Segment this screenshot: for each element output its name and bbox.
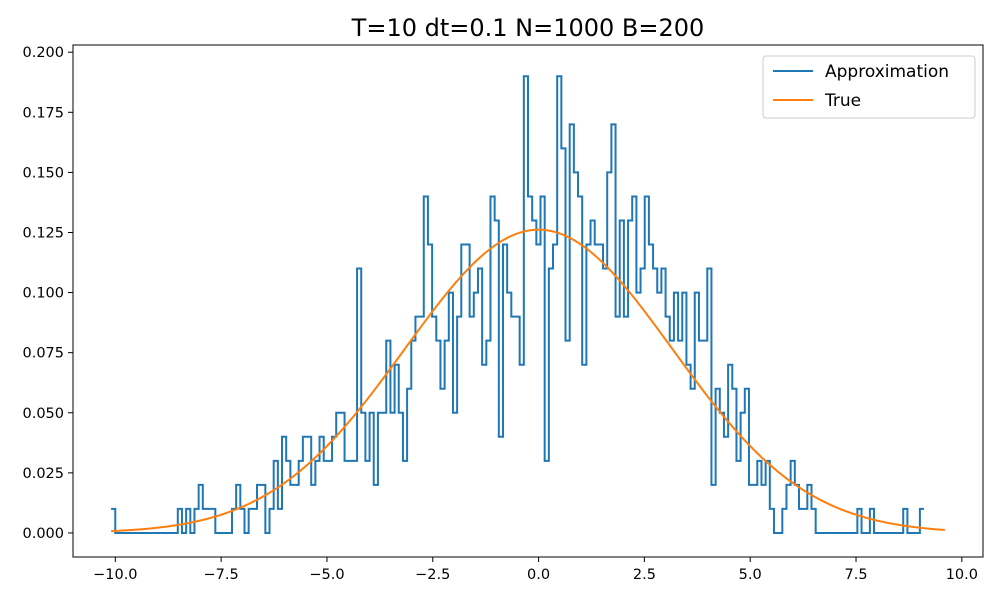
x-tick-label: −5.0 [309,567,344,583]
x-tick-label: 2.5 [633,567,656,583]
x-axis: −10.0 −7.5 −5.0 −2.5 0.0 2.5 5.0 7.5 10.0 [93,557,978,583]
y-tick-label: 0.025 [22,466,64,482]
y-tick-label: 0.075 [22,346,64,362]
x-tick-label: 7.5 [844,567,867,583]
y-tick-label: 0.200 [22,45,64,61]
x-tick-label: 0.0 [527,567,550,583]
y-tick-label: 0.050 [22,406,64,422]
x-tick-label: −10.0 [93,567,137,583]
x-tick-label: 5.0 [739,567,762,583]
series-true-line [111,228,945,533]
y-tick-label: 0.100 [22,286,64,302]
chart-title: T=10 dt=0.1 N=1000 B=200 [351,14,705,42]
y-tick-label: 0.150 [22,165,64,181]
y-axis: 0.000 0.025 0.050 0.075 0.100 0.125 0.150 0.175… [22,45,73,542]
x-tick-label: −2.5 [415,567,450,583]
legend-label-approximation: Approximation [825,62,949,82]
x-tick-label: −7.5 [204,567,239,583]
legend: Approximation True [762,55,976,119]
y-tick-label: 0.175 [22,105,64,121]
y-tick-label: 0.125 [22,225,64,241]
legend-label-true: True [824,91,861,111]
x-tick-label: 10.0 [946,567,978,583]
legend-box [762,55,976,119]
series-approximation-line [111,75,925,534]
y-tick-label: 0.000 [22,526,64,542]
plot-area-frame [72,44,984,558]
